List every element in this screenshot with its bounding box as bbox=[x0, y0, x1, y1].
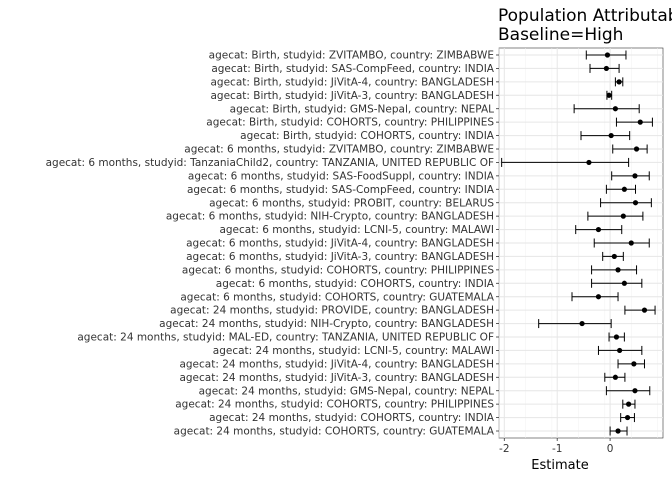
y-tick-label: agecat: 6 months, studyid: ZVITAMBO, cou… bbox=[184, 144, 494, 156]
y-tick-label: agecat: 6 months, studyid: TanzaniaChild… bbox=[46, 157, 494, 169]
estimate-point bbox=[595, 294, 602, 300]
chart-title-line-2: Baseline=High bbox=[498, 25, 624, 45]
y-tick-label: agecat: 24 months, studyid: NIH-Crypto, … bbox=[159, 318, 494, 330]
y-tick-label: agecat: 6 months, studyid: LCNI-5, count… bbox=[219, 224, 494, 236]
estimate-point bbox=[603, 65, 609, 72]
y-tick-labels: agecat: Birth, studyid: ZVITAMBO, countr… bbox=[46, 50, 499, 438]
estimate-point bbox=[617, 347, 623, 354]
y-tick-label: agecat: Birth, studyid: JiVitA-4, countr… bbox=[210, 76, 494, 88]
y-tick-label: agecat: 6 months, studyid: PROBIT, count… bbox=[209, 197, 494, 209]
x-axis-label: Estimate bbox=[531, 458, 588, 473]
confidence-intervals bbox=[501, 50, 656, 436]
estimate-point bbox=[604, 52, 611, 58]
estimate-point bbox=[595, 226, 602, 233]
x-tick-label: -2 bbox=[499, 443, 509, 455]
x-tick-label: 0 bbox=[607, 443, 614, 455]
y-tick-label: agecat: Birth, studyid: SAS-CompFeed, co… bbox=[211, 63, 494, 75]
y-tick-label: agecat: Birth, studyid: COHORTS, country… bbox=[206, 117, 494, 129]
estimate-point bbox=[579, 320, 585, 327]
x-tick-label: -1 bbox=[552, 443, 562, 455]
y-tick-label: agecat: 24 months, studyid: COHORTS, cou… bbox=[174, 426, 495, 438]
estimate-point bbox=[616, 79, 622, 85]
estimate-point bbox=[606, 92, 612, 98]
estimate-point bbox=[612, 374, 618, 380]
y-tick-label: agecat: 24 months, studyid: JiVitA-4, co… bbox=[179, 358, 494, 370]
y-tick-label: agecat: 24 months, studyid: COHORTS, cou… bbox=[175, 399, 494, 411]
y-tick-label: agecat: 24 months, studyid: PROVIDE, cou… bbox=[170, 305, 494, 317]
y-tick-label: agecat: 6 months, studyid: NIH-Crypto, c… bbox=[166, 211, 494, 223]
estimate-point bbox=[621, 280, 627, 286]
y-tick-label: agecat: 24 months, studyid: MAL-ED, coun… bbox=[77, 332, 494, 344]
estimate-point bbox=[611, 253, 617, 260]
y-tick-label: agecat: 24 months, studyid: GMS-Nepal, c… bbox=[199, 385, 495, 397]
chart-title-line-1: Population Attributable bbox=[498, 6, 672, 26]
estimate-point bbox=[615, 267, 621, 273]
y-tick-label: agecat: Birth, studyid: JiVitA-3, countr… bbox=[210, 90, 494, 102]
y-tick-label: agecat: 6 months, studyid: JiVitA-3, cou… bbox=[186, 251, 494, 263]
y-tick-label: agecat: 24 months, studyid: COHORTS, cou… bbox=[209, 412, 495, 424]
y-tick-label: agecat: Birth, studyid: GMS-Nepal, count… bbox=[230, 103, 494, 115]
estimate-point bbox=[641, 307, 648, 313]
estimate-point bbox=[620, 213, 626, 219]
estimate-point bbox=[613, 334, 620, 340]
estimate-point bbox=[632, 388, 638, 394]
estimate-point bbox=[586, 159, 592, 166]
y-tick-label: agecat: 6 months, studyid: COHORTS, coun… bbox=[182, 264, 494, 276]
estimate-point bbox=[637, 119, 643, 125]
estimate-point bbox=[624, 414, 631, 421]
estimate-point bbox=[628, 240, 634, 246]
estimate-point bbox=[631, 361, 637, 367]
y-tick-label: agecat: Birth, studyid: COHORTS, country… bbox=[240, 130, 495, 142]
estimate-point bbox=[621, 186, 627, 192]
y-tick-label: agecat: 6 months, studyid: COHORTS, coun… bbox=[180, 291, 494, 303]
y-tick-label: agecat: Birth, studyid: ZVITAMBO, countr… bbox=[209, 50, 494, 62]
estimate-point bbox=[633, 146, 640, 152]
estimate-point bbox=[626, 401, 632, 407]
y-tick-label: agecat: 24 months, studyid: LCNI-5, coun… bbox=[213, 345, 494, 357]
estimate-point bbox=[615, 428, 621, 434]
y-tick-label: agecat: 6 months, studyid: JiVitA-4, cou… bbox=[186, 238, 494, 250]
estimate-point bbox=[612, 106, 618, 112]
y-tick-label: agecat: 6 months, studyid: SAS-FoodSuppl… bbox=[188, 170, 495, 182]
estimate-point bbox=[608, 132, 614, 139]
x-tick-labels: -2 -1 0 bbox=[499, 438, 613, 455]
y-tick-label: agecat: 6 months, studyid: COHORTS, coun… bbox=[216, 278, 495, 290]
y-tick-label: agecat: 6 months, studyid: SAS-CompFeed,… bbox=[187, 184, 495, 196]
y-tick-label: agecat: 24 months, studyid: JiVitA-3, co… bbox=[179, 372, 494, 384]
estimate-point bbox=[632, 200, 639, 206]
estimate-point bbox=[632, 173, 638, 179]
